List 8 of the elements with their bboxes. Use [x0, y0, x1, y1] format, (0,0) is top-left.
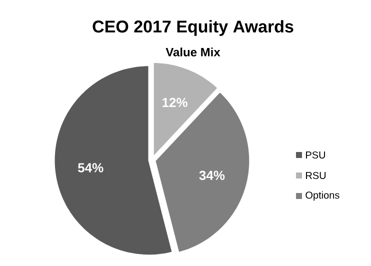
data-label: 34%: [199, 170, 225, 180]
data-label: 54%: [78, 163, 104, 172]
chart-subtitle: Value Mix: [166, 48, 220, 56]
legend-label: PSU: [306, 151, 326, 159]
chart-title: CEO 2017 Equity Awards: [92, 20, 294, 36]
legend-label: RSU: [306, 172, 326, 180]
data-label: 12%: [162, 98, 188, 108]
legend-label: Options: [306, 191, 340, 201]
